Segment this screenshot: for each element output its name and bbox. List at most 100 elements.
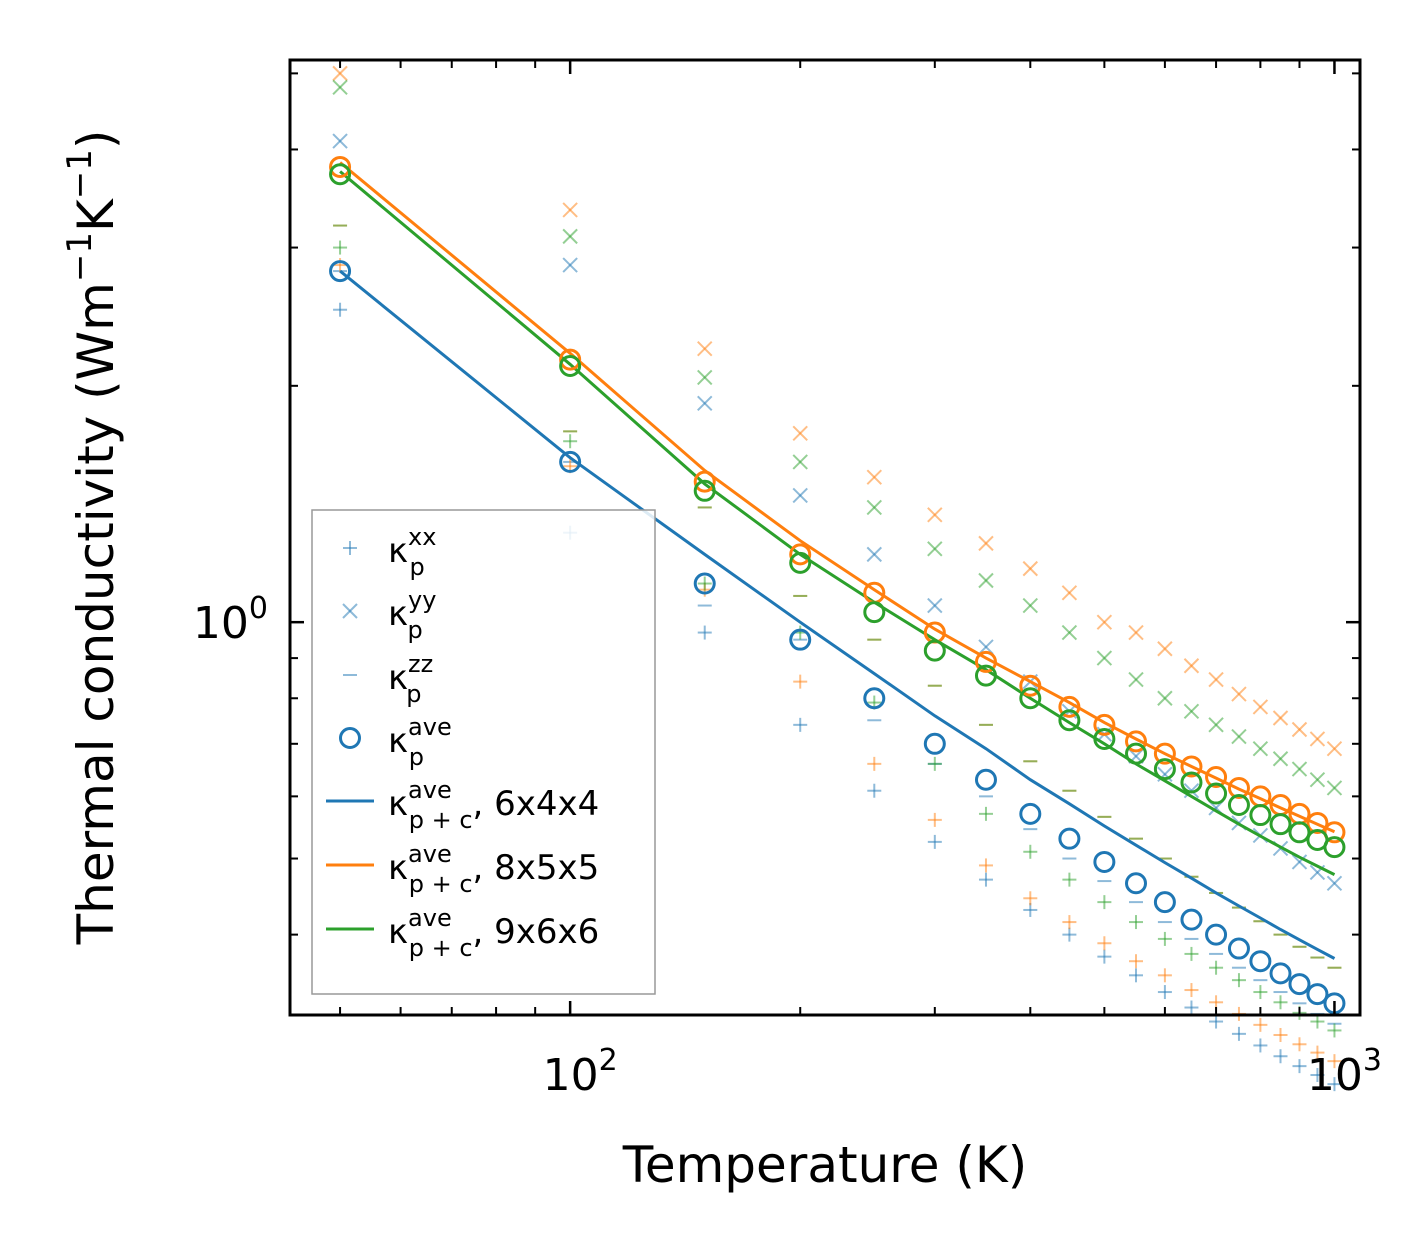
kave-point-6x4x4 — [693, 572, 716, 595]
kyy-point-8x5x5 — [697, 340, 713, 357]
kyy-point-8x5x5-b — [1183, 658, 1200, 674]
kave-point-8x5x5 — [1019, 674, 1042, 697]
kyy-point-6x4x4-b — [927, 597, 943, 614]
kave-point-6x4x4 — [1019, 802, 1042, 825]
kxx-point-6x4x4 — [1231, 1026, 1246, 1041]
kxx-point-6x4x4 — [1023, 902, 1038, 917]
kyy-point-8x5x5 — [1022, 560, 1039, 577]
kyy-point-9x6x6-b — [1208, 717, 1224, 733]
kxx-point-8x5x5 — [1273, 1027, 1288, 1042]
kxx-point-6x4x4 — [978, 872, 993, 887]
x-axis-label: Temperature (K) — [622, 1136, 1027, 1194]
kave-point-8x5x5 — [329, 155, 352, 178]
kyy-point-6x4x4 — [978, 639, 994, 655]
kxx-point-9x6x6 — [1129, 915, 1144, 930]
kxx-point-9x6x6 — [1273, 995, 1288, 1010]
kyy-point-6x4x4 — [1291, 854, 1308, 870]
kave-point-6x4x4 — [863, 687, 886, 710]
kyy-point-9x6x6 — [1061, 624, 1078, 641]
kyy-point-6x4x4-b — [978, 639, 994, 655]
kave-point-8x5x5 — [693, 470, 716, 493]
kave-point-8x5x5 — [1058, 695, 1081, 718]
kyy-point-9x6x6 — [1157, 690, 1173, 706]
kave-point-6x4x4 — [1125, 872, 1148, 895]
kxx-point-8x5x5 — [1062, 915, 1077, 930]
kxx-point-8x5x5 — [1253, 1017, 1268, 1032]
kyy-point-6x4x4 — [866, 546, 883, 563]
plot-area — [329, 65, 1346, 1092]
kxx-point-8x5x5 — [1209, 995, 1224, 1010]
kyy-point-6x4x4 — [562, 257, 578, 273]
kave-point-9x6x6 — [693, 479, 716, 502]
legend-label-kpc-6x4x4: κave p + c, 6x4x4 — [388, 776, 599, 834]
kave-point-9x6x6 — [1288, 821, 1311, 844]
kyy-point-9x6x6 — [1272, 751, 1289, 767]
kyy-point-8x5x5 — [1231, 686, 1247, 702]
kyy-point-8x5x5 — [1183, 658, 1200, 674]
kxx-point-9x6x6 — [1310, 1014, 1325, 1029]
kave-point-8x5x5 — [1306, 811, 1329, 834]
kyy-point-8x5x5-b — [866, 469, 883, 485]
kyy-point-9x6x6-b — [1128, 671, 1144, 688]
kyy-point-6x4x4-b — [697, 395, 713, 412]
kxx-point-6x4x4 — [1062, 927, 1077, 942]
kyy-point-8x5x5 — [1252, 699, 1269, 715]
legend-handle-plus — [343, 541, 357, 555]
kave-point-6x4x4 — [1093, 850, 1116, 873]
kave-point-6x4x4 — [1058, 827, 1081, 850]
kave-point-6x4x4 — [1306, 983, 1329, 1006]
kave-point-8x5x5 — [559, 348, 582, 371]
kyy-point-8x5x5 — [1309, 731, 1326, 747]
kpc-line-9x6x6 — [339, 170, 1336, 876]
kyy-point-8x5x5 — [562, 202, 578, 218]
kxx-point-6x4x4 — [1273, 1049, 1288, 1064]
kave-point-9x6x6 — [1058, 709, 1081, 732]
kave-point-9x6x6 — [1249, 804, 1272, 827]
kyy-point-8x5x5-b — [1096, 614, 1113, 630]
kyy-point-9x6x6-b — [1183, 703, 1200, 720]
kave-point-6x4x4 — [1227, 937, 1250, 960]
kyy-point-9x6x6 — [1291, 761, 1308, 777]
kyy-point-6x4x4 — [1326, 875, 1343, 891]
x-tick-label: 103 — [1307, 1043, 1382, 1101]
kave-point-8x5x5 — [974, 650, 997, 673]
kyy-point-9x6x6 — [927, 541, 943, 557]
kyy-point-8x5x5 — [1291, 721, 1308, 738]
kxx-point-8x5x5 — [793, 674, 808, 689]
kave-point-9x6x6 — [559, 354, 582, 377]
kyy-point-6x4x4-b — [562, 257, 578, 273]
kxx-point-6x4x4 — [1292, 1059, 1307, 1074]
kyy-point-8x5x5-b — [1309, 731, 1326, 747]
kyy-point-9x6x6-b — [1061, 624, 1078, 641]
kave-point-9x6x6 — [1180, 771, 1203, 794]
kave-point-6x4x4 — [1249, 950, 1272, 973]
kyy-point-9x6x6-b — [332, 79, 348, 96]
kyy-point-8x5x5-b — [1208, 671, 1224, 688]
kxx-point-6x4x4 — [1157, 985, 1172, 1000]
kyy-point-8x5x5-b — [1291, 721, 1308, 738]
kave-point-8x5x5 — [1125, 730, 1148, 753]
y-axis-label: Thermal conductivity (Wm−1K−1) — [60, 130, 125, 946]
legend-label-kpc-8x5x5: κave p + c, 8x5x5 — [388, 840, 599, 898]
kave-point-9x6x6 — [863, 601, 886, 624]
kyy-point-9x6x6 — [562, 228, 578, 245]
legend-handles — [326, 541, 374, 931]
kave-point-8x5x5 — [1180, 755, 1203, 778]
kave-point-9x6x6 — [1019, 687, 1042, 710]
kyy-point-9x6x6 — [978, 572, 994, 589]
kyy-point-6x4x4-b — [866, 546, 883, 563]
kave-point-9x6x6 — [1205, 782, 1228, 805]
legend-frame — [311, 509, 656, 995]
kyy-point-9x6x6 — [1096, 650, 1113, 666]
kxx-point-9x6x6 — [1209, 960, 1224, 975]
kyy-point-9x6x6-b — [1291, 761, 1308, 777]
kyy-point-8x5x5-b — [978, 535, 994, 552]
kave-point-8x5x5 — [1227, 776, 1250, 799]
kxx-point-6x4x4 — [1184, 1000, 1199, 1015]
kave-point-9x6x6 — [1125, 742, 1148, 765]
kave-point-9x6x6 — [329, 163, 352, 186]
kxx-point-6x4x4 — [1310, 1068, 1325, 1083]
kyy-point-6x4x4 — [792, 487, 808, 504]
kave-point-9x6x6 — [1153, 758, 1176, 781]
kxx-point-6x4x4 — [1129, 968, 1144, 983]
